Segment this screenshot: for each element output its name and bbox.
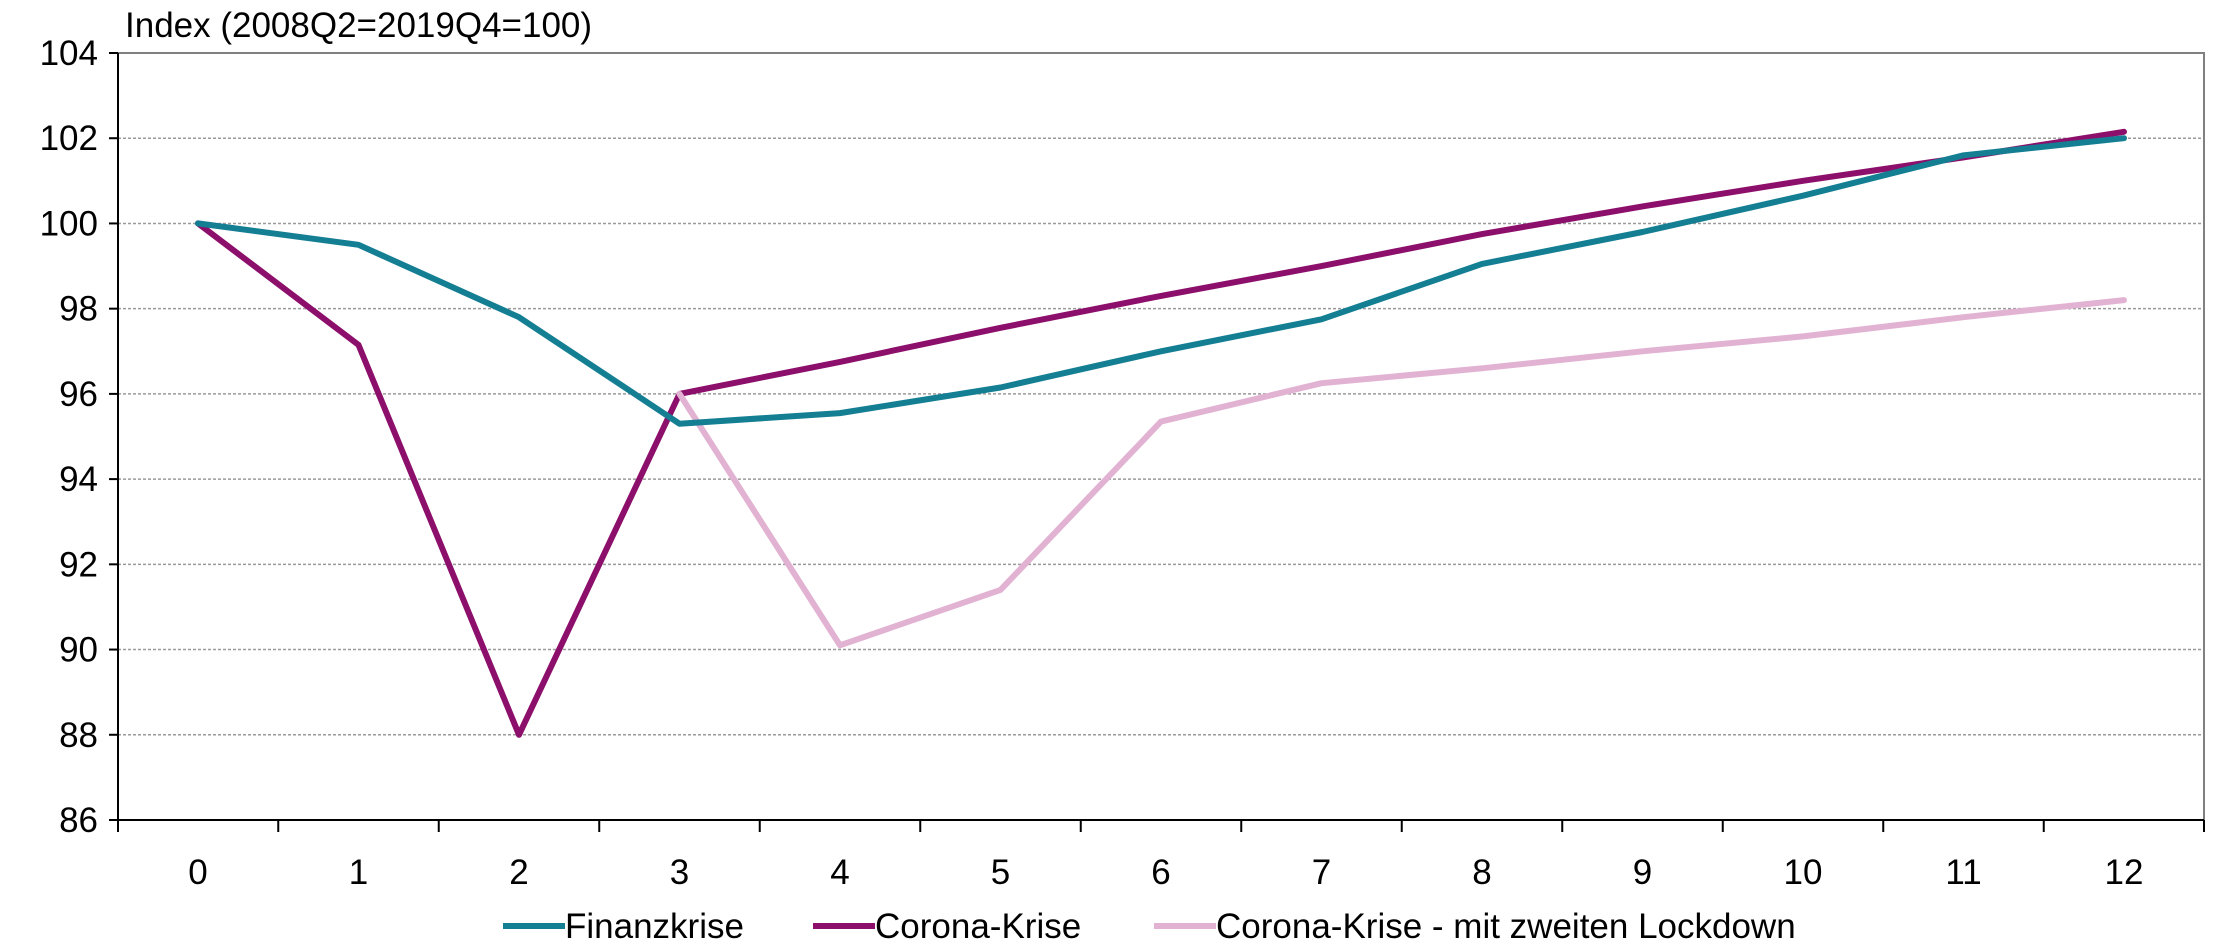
y-tick-label: 88	[59, 716, 98, 755]
axes	[109, 52, 2205, 832]
y-tick-label: 100	[40, 204, 98, 243]
legend-label-1: Corona-Krise	[875, 907, 1081, 946]
x-tick-label: 12	[2105, 853, 2144, 892]
x-tick-label: 3	[670, 853, 689, 892]
legend-label-0: Finanzkrise	[565, 907, 744, 946]
series-line-1	[195, 128, 2127, 738]
x-tick-label: 8	[1472, 853, 1491, 892]
series-line-0	[195, 135, 2127, 427]
y-tick-label: 104	[40, 34, 98, 73]
legend-label-2: Corona-Krise - mit zweiten Lockdown	[1216, 907, 1796, 946]
y-tick-label: 86	[59, 801, 98, 840]
y-tick-label: 102	[40, 119, 98, 158]
x-tick-label: 0	[188, 853, 207, 892]
x-tick-label: 11	[1945, 853, 1981, 892]
x-tick-label: 2	[509, 853, 528, 892]
legend: Finanzkrise Corona-Krise Corona-Krise - mi…	[503, 907, 1796, 946]
y-tick-label: 90	[59, 631, 98, 670]
x-tick-label: 10	[1784, 853, 1823, 892]
y-axis-unit-label: Index (2008Q2=2019Q4=100)	[125, 6, 592, 45]
x-tick-label: 6	[1151, 853, 1170, 892]
y-tick-label: 94	[59, 460, 98, 499]
x-tick-label: 7	[1312, 853, 1331, 892]
x-tick-label: 1	[349, 853, 368, 892]
y-tick-label: 98	[59, 290, 98, 329]
y-tick-label: 92	[59, 545, 98, 584]
series-lines	[195, 128, 2127, 738]
y-tick-label: 96	[59, 375, 98, 414]
series-line-2	[676, 297, 2127, 649]
x-axis-tick-labels: 0 1 2 3 4 5 6 7 8 9 10 11 12	[188, 853, 2143, 892]
x-tick-label: 9	[1633, 853, 1652, 892]
x-tick-label: 5	[991, 853, 1010, 892]
x-tick-label: 4	[830, 853, 849, 892]
gridlines	[118, 137, 2204, 736]
y-axis-tick-labels: 86 88 90 92 94 96 98 100 102 104	[40, 34, 98, 840]
